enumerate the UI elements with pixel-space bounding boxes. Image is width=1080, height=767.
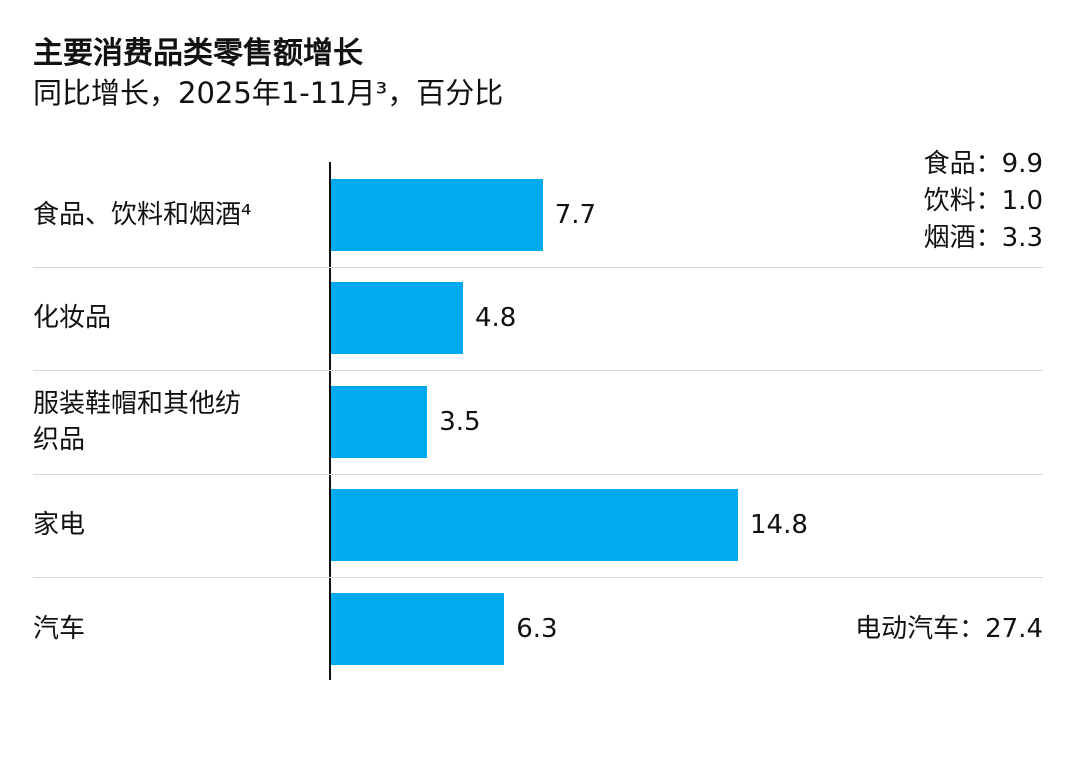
separator <box>33 577 1043 578</box>
annotation: 电动汽车：27.4 <box>855 613 1043 644</box>
category-label: 食品、饮料和烟酒⁴ <box>33 199 252 230</box>
separator <box>33 473 1043 475</box>
value-label: 3.5 <box>439 406 481 437</box>
value-label: 4.8 <box>475 303 517 334</box>
bar <box>331 282 463 355</box>
annotation: 食品：9.9 <box>923 149 1043 179</box>
bar <box>331 489 738 562</box>
category-label: 家电 <box>33 510 86 541</box>
separator <box>33 266 1043 268</box>
category-label: 化妆品 <box>33 303 112 334</box>
bar <box>331 178 543 251</box>
value-label: 14.8 <box>750 510 808 541</box>
category-label: 服装鞋帽和其他纺织品 <box>33 388 242 455</box>
bar <box>331 592 505 665</box>
bar <box>331 385 428 458</box>
chart-title: 主要消费品类零售额增长 <box>33 36 363 71</box>
annotation: 烟酒：3.3 <box>923 223 1043 253</box>
value-label: 7.7 <box>554 199 597 230</box>
chart-subtitle: 同比增长，2025年1-11月³，百分比 <box>33 76 504 110</box>
category-label: 汽车 <box>33 613 86 644</box>
category-axis <box>329 162 331 680</box>
annotation: 饮料：1.0 <box>923 186 1043 216</box>
separator <box>33 370 1043 371</box>
value-label: 6.3 <box>516 613 558 644</box>
